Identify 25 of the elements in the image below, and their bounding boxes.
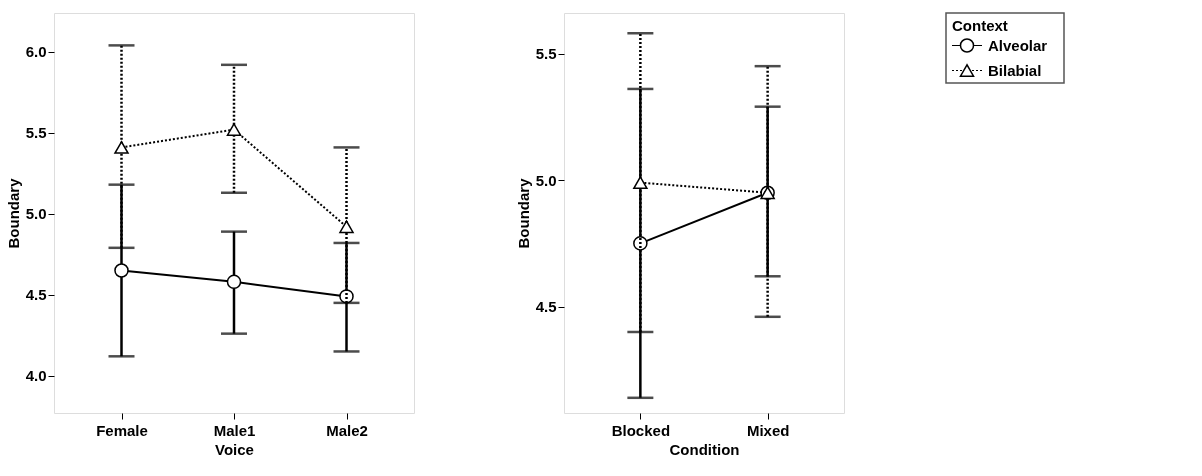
legend-title: Context [952,17,1008,34]
y-axis-title: Boundary [514,177,532,249]
point [226,123,242,136]
legend-label: Alveolar [988,36,1048,54]
point [226,274,242,290]
x-axis-title: Voice [215,440,254,458]
point [114,263,129,278]
y-tick-label: 6.0 [25,43,47,61]
y-tick-label: 5.0 [25,205,47,223]
y-tick-label: 5.5 [25,124,47,142]
x-tick-label: Male1 [213,421,256,439]
x-tick-label: Female [96,421,148,439]
y-tick-label: 5.5 [535,45,557,63]
y-tick-label: 4.0 [25,367,47,385]
point [339,220,354,234]
y-tick-label: 4.5 [25,286,47,304]
legend-label: Bilabial [988,61,1042,79]
x-axis-title: Condition [669,440,740,458]
x-tick-label: Mixed [746,421,790,439]
y-axis-title: Boundary [4,177,22,249]
x-tick-label: Male2 [326,421,368,439]
point [114,141,129,154]
y-tick-label: 4.5 [535,298,557,316]
y-tick-label: 5.0 [535,171,557,189]
x-tick-label: Blocked [611,421,671,439]
